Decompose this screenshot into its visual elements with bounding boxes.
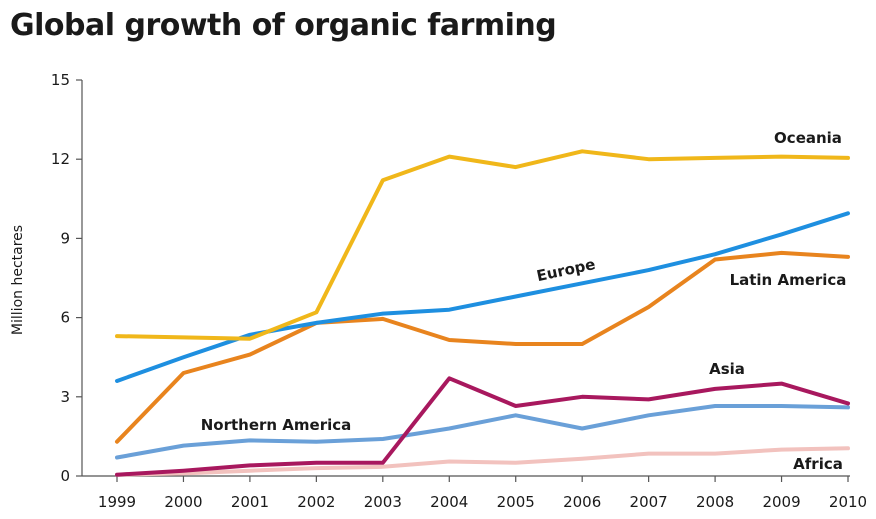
y-tick-label: 3: [60, 388, 70, 406]
series-line-latin-america: [115, 250, 850, 444]
series-line-europe: [115, 211, 850, 383]
chart-axes: [81, 80, 850, 477]
y-tick-label: 0: [60, 467, 70, 485]
series-label-africa: Africa: [793, 455, 843, 473]
series-label-northern-america: Northern America: [201, 416, 352, 434]
y-tick-label: 12: [51, 150, 70, 168]
x-tick-label: 2005: [497, 493, 535, 511]
series-line-asia: [115, 376, 850, 477]
series-line-northern-america: [115, 404, 850, 460]
y-tick-label: 6: [60, 309, 70, 327]
series-label-latin-america: Latin America: [730, 271, 847, 289]
y-axis-title: Million hectares: [10, 225, 26, 335]
x-axis-ticks: 1999 2000 2001 2002 2003 2004 2005 2006 2007 2008…: [98, 476, 867, 511]
series-lines: [115, 149, 850, 477]
x-tick-label: 2003: [364, 493, 402, 511]
x-tick-label: 2006: [563, 493, 601, 511]
y-axis-ticks: 0 3 6 9 12 15: [51, 71, 82, 485]
x-tick-label: 2008: [696, 493, 734, 511]
x-tick-label: 2007: [630, 493, 668, 511]
x-tick-label: 2002: [297, 493, 335, 511]
series-label-asia: Asia: [709, 360, 745, 378]
chart-title: Global growth of organic farming: [10, 8, 557, 43]
y-tick-label: 15: [51, 71, 70, 89]
x-tick-label: 2000: [164, 493, 202, 511]
x-tick-label: 2010: [829, 493, 867, 511]
series-label-oceania: Oceania: [774, 129, 842, 147]
x-tick-label: 2009: [762, 493, 800, 511]
x-tick-label: 1999: [98, 493, 136, 511]
y-tick-label: 9: [60, 229, 70, 247]
series-line-oceania: [115, 149, 850, 341]
series-line-africa: [115, 446, 850, 477]
x-tick-label: 2001: [231, 493, 269, 511]
x-tick-label: 2004: [430, 493, 468, 511]
